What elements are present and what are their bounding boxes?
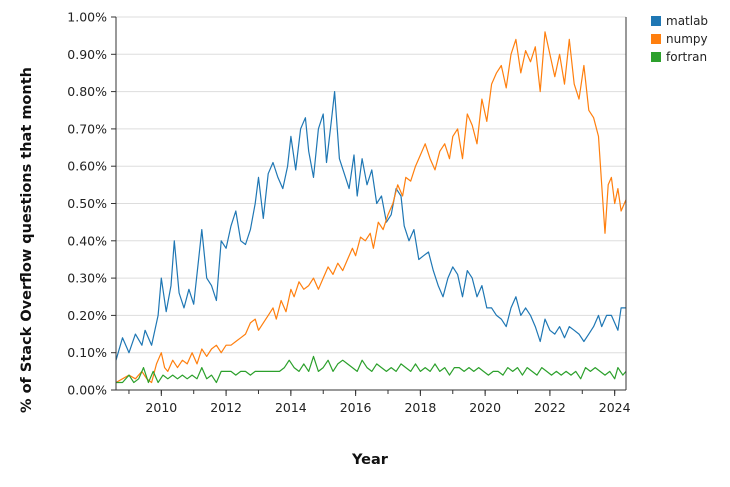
legend-swatch-fortran — [651, 52, 661, 62]
x-axis-ticks: 2010 2012 2014 2016 2018 2020 2022 2024 — [128, 390, 631, 415]
y-tick-label: 0.30% — [67, 271, 107, 286]
series-line-matlab — [115, 90, 626, 361]
legend: matlab numpy fortran — [651, 14, 708, 64]
y-tick-label: 0.10% — [67, 345, 107, 360]
x-tick-label: 2010 — [145, 400, 177, 415]
y-tick-label: 1.00% — [67, 10, 107, 25]
x-tick-label: 2022 — [534, 400, 566, 415]
series-line-fortran — [116, 355, 627, 384]
y-tick-label: 0.90% — [67, 47, 107, 62]
y-tick-label: 0.20% — [67, 308, 107, 323]
y-tick-label: 0.40% — [67, 233, 107, 248]
gridlines — [116, 16, 626, 391]
y-axis-ticks: 0.00% 0.10% 0.20% 0.30% 0.40% 0.50% 0.60% 0.70%… — [67, 10, 116, 398]
y-tick-label: 0.80% — [67, 84, 107, 99]
y-tick-label: 0.60% — [67, 159, 107, 174]
legend-label-fortran: fortran — [666, 50, 707, 64]
legend-label-matlab: matlab — [666, 14, 708, 28]
legend-swatch-numpy — [651, 34, 661, 44]
x-tick-label: 2012 — [210, 400, 242, 415]
x-tick-label: 2014 — [275, 400, 307, 415]
x-tick-label: 2018 — [404, 400, 436, 415]
x-tick-label: 2024 — [599, 400, 631, 415]
legend-label-numpy: numpy — [666, 32, 708, 46]
series-line-numpy — [115, 31, 627, 384]
y-tick-label: 0.50% — [67, 196, 107, 211]
series-lines — [115, 31, 627, 384]
legend-swatch-matlab — [651, 16, 661, 26]
x-tick-label: 2020 — [469, 400, 501, 415]
x-axis-title: Year — [351, 452, 389, 468]
y-axis-title: % of Stack Overflow questions that month — [19, 67, 35, 413]
y-tick-label: 0.00% — [67, 383, 107, 398]
y-tick-label: 0.70% — [67, 121, 107, 136]
x-tick-label: 2016 — [340, 400, 372, 415]
